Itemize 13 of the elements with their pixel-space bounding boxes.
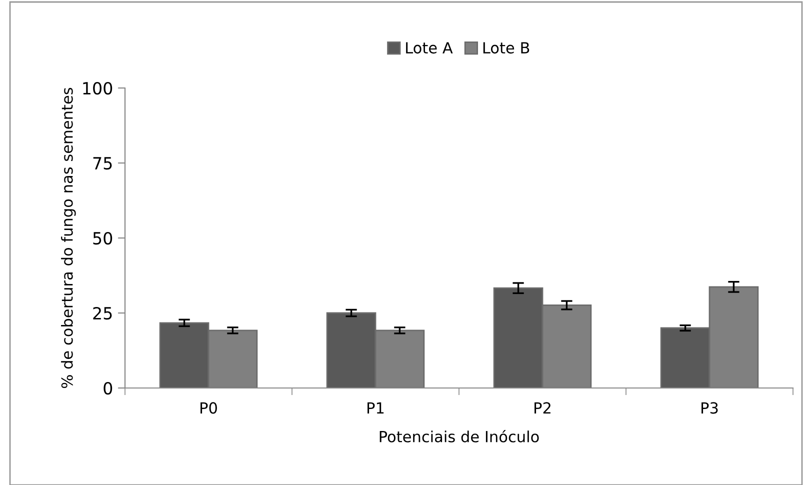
y-tick-label: 100 <box>83 82 112 95</box>
y-tick-label: 50 <box>93 232 112 245</box>
x-tick-label: P1 <box>368 402 384 414</box>
y-tick-label: 25 <box>93 306 112 320</box>
y-tick-label: 75 <box>93 157 112 170</box>
x-tick-label: P3 <box>702 402 718 414</box>
x-tick-label: P0 <box>200 402 217 414</box>
legend-label: Lote B <box>483 42 530 54</box>
y-tick-label: 0 <box>104 382 112 395</box>
y-axis-title: % de cobertura do fungo nas sementes <box>61 88 76 388</box>
x-axis-title: Potenciais de Inóculo <box>380 430 539 442</box>
x-tick-label: P2 <box>534 402 550 414</box>
legend-label: Lote A <box>406 42 453 54</box>
